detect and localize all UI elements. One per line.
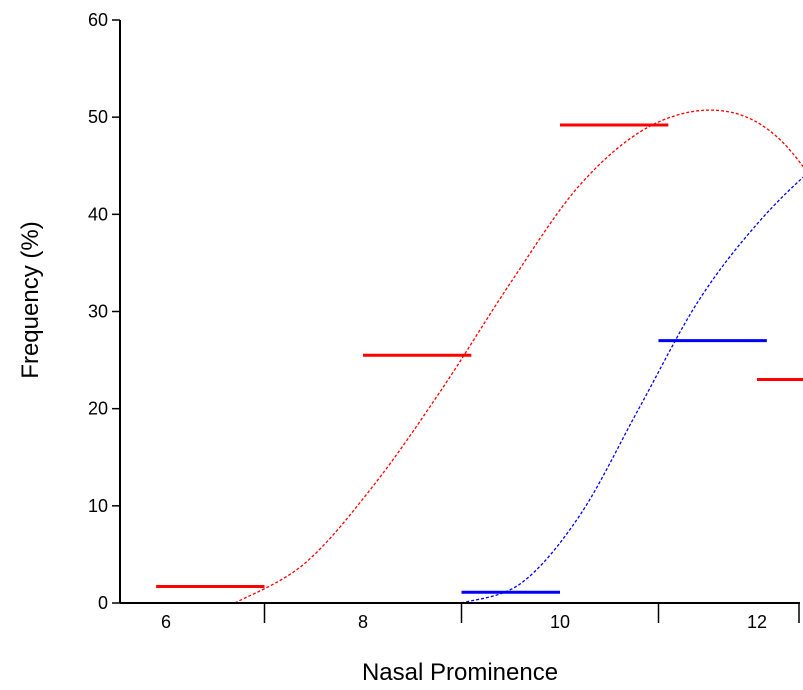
curves-layer <box>234 109 803 604</box>
x-tick-label: 12 <box>747 612 767 632</box>
x-tick-label: 6 <box>161 612 171 632</box>
y-tick-label: 60 <box>88 10 108 30</box>
x-axis-title: Nasal Prominence <box>362 659 558 686</box>
y-tick-label: 50 <box>88 107 108 127</box>
y-tick-label: 20 <box>88 399 108 419</box>
y-tick-label: 30 <box>88 302 108 322</box>
red-curve <box>234 109 803 604</box>
blue-curve <box>461 176 803 604</box>
bars-layer <box>156 123 803 594</box>
ticks-layer: 0102030405060681012141618 <box>88 10 800 632</box>
y-tick-label: 10 <box>88 496 108 516</box>
y-tick-label: 0 <box>98 593 108 613</box>
y-axis-title: Frequency (%) <box>17 221 44 378</box>
axes-layer <box>119 20 800 604</box>
y-tick-label: 40 <box>88 204 108 224</box>
x-tick-label: 8 <box>358 612 368 632</box>
x-tick-label: 10 <box>550 612 570 632</box>
